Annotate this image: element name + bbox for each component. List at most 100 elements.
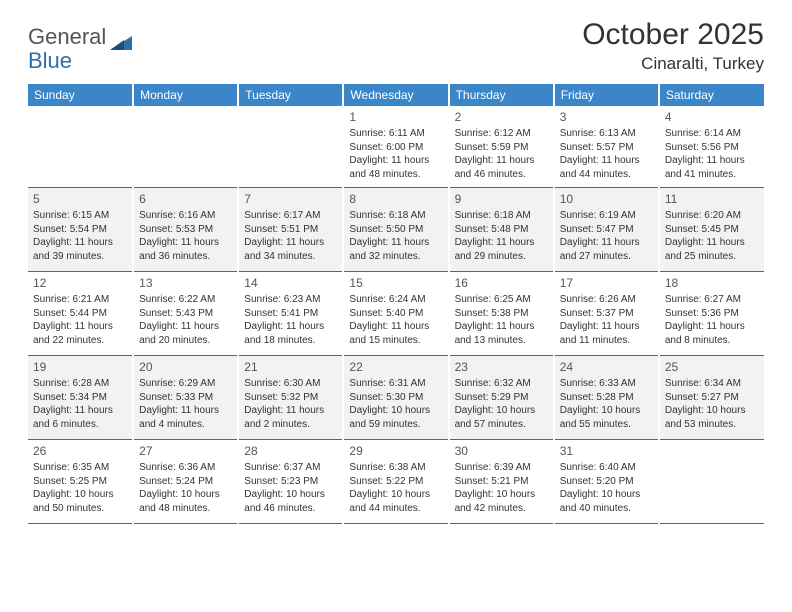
calendar-day-cell: 4Sunrise: 6:14 AMSunset: 5:56 PMDaylight… [659, 106, 764, 188]
sunrise-line: Sunrise: 6:18 AM [455, 209, 548, 223]
calendar-day-cell: 27Sunrise: 6:36 AMSunset: 5:24 PMDayligh… [133, 440, 238, 524]
sunrise-line: Sunrise: 6:31 AM [349, 377, 442, 391]
sunrise-line: Sunrise: 6:40 AM [560, 461, 653, 475]
page-title: October 2025 [582, 18, 764, 52]
calendar-day-cell: 24Sunrise: 6:33 AMSunset: 5:28 PMDayligh… [554, 356, 659, 440]
calendar-day-cell [659, 440, 764, 524]
calendar-day-cell [133, 106, 238, 188]
sunset-line: Sunset: 5:51 PM [244, 223, 337, 237]
day-number: 22 [349, 359, 442, 375]
day-number: 23 [455, 359, 548, 375]
sunset-line: Sunset: 6:00 PM [349, 141, 442, 155]
sunset-line: Sunset: 5:41 PM [244, 307, 337, 321]
sunrise-line: Sunrise: 6:18 AM [349, 209, 442, 223]
calendar-day-cell: 1 Sunrise: 6:11 AMSunset: 6:00 PMDaylight… [343, 106, 448, 188]
calendar-page: General October 2025 Cinaralti, Turkey B… [0, 0, 792, 612]
sunrise-line: Sunrise: 6:14 AM [665, 127, 759, 141]
daylight-line: Daylight: 11 hours and 32 minutes. [349, 236, 442, 263]
sunset-line: Sunset: 5:36 PM [665, 307, 759, 321]
sunrise-line: Sunrise: 6:35 AM [33, 461, 127, 475]
weekday-header: Sunday [28, 84, 133, 106]
day-number: 21 [244, 359, 337, 375]
weekday-header: Friday [554, 84, 659, 106]
calendar-day-cell: 30Sunrise: 6:39 AMSunset: 5:21 PMDayligh… [449, 440, 554, 524]
sunset-line: Sunset: 5:30 PM [349, 391, 442, 405]
sunrise-line: Sunrise: 6:39 AM [455, 461, 548, 475]
calendar-body: 1Sunrise: 6:11 AMSunset: 6:00 PMDaylight… [28, 106, 764, 524]
day-number: 26 [33, 443, 127, 459]
daylight-line: Daylight: 11 hours and 29 minutes. [455, 236, 548, 263]
brand-part1: General [28, 24, 106, 50]
title-block: October 2025 Cinaralti, Turkey [582, 18, 764, 74]
sunrise-line: Sunrise: 6:12 AM [455, 127, 548, 141]
daylight-line: Daylight: 11 hours and 41 minutes. [665, 154, 759, 181]
sunrise-line: Sunrise: 6:15 AM [33, 209, 127, 223]
calendar-day-cell: 8Sunrise: 6:18 AMSunset: 5:50 PMDaylight… [343, 188, 448, 272]
location-label: Cinaralti, Turkey [582, 54, 764, 74]
day-number: 19 [33, 359, 127, 375]
sunset-line: Sunset: 5:37 PM [560, 307, 653, 321]
calendar-day-cell: 20Sunrise: 6:29 AMSunset: 5:33 PMDayligh… [133, 356, 238, 440]
day-number: 29 [349, 443, 442, 459]
day-number: 1 [349, 109, 442, 125]
calendar-day-cell: 12Sunrise: 6:21 AMSunset: 5:44 PMDayligh… [28, 272, 133, 356]
day-number: 13 [139, 275, 232, 291]
daylight-line: Daylight: 10 hours and 57 minutes. [455, 404, 548, 431]
sunset-line: Sunset: 5:40 PM [349, 307, 442, 321]
sunrise-line: Sunrise: 6:30 AM [244, 377, 337, 391]
day-number: 27 [139, 443, 232, 459]
calendar-day-cell: 10Sunrise: 6:19 AMSunset: 5:47 PMDayligh… [554, 188, 659, 272]
calendar-day-cell: 16Sunrise: 6:25 AMSunset: 5:38 PMDayligh… [449, 272, 554, 356]
calendar-day-cell: 14Sunrise: 6:23 AMSunset: 5:41 PMDayligh… [238, 272, 343, 356]
calendar-day-cell: 28Sunrise: 6:37 AMSunset: 5:23 PMDayligh… [238, 440, 343, 524]
sunrise-line: Sunrise: 6:29 AM [139, 377, 232, 391]
daylight-line: Daylight: 10 hours and 40 minutes. [560, 488, 653, 515]
daylight-line: Daylight: 11 hours and 22 minutes. [33, 320, 127, 347]
calendar-day-cell: 5Sunrise: 6:15 AMSunset: 5:54 PMDaylight… [28, 188, 133, 272]
day-number: 12 [33, 275, 127, 291]
sunrise-line: Sunrise: 6:33 AM [560, 377, 653, 391]
day-number: 5 [33, 191, 127, 207]
daylight-line: Daylight: 11 hours and 20 minutes. [139, 320, 232, 347]
calendar-day-cell: 26 Sunrise: 6:35 AMSunset: 5:25 PMDayligh… [28, 440, 133, 524]
calendar-day-cell: 29Sunrise: 6:38 AMSunset: 5:22 PMDayligh… [343, 440, 448, 524]
daylight-line: Daylight: 11 hours and 36 minutes. [139, 236, 232, 263]
day-number: 9 [455, 191, 548, 207]
sunrise-line: Sunrise: 6:11 AM [349, 127, 442, 141]
calendar-day-cell: 6Sunrise: 6:16 AMSunset: 5:53 PMDaylight… [133, 188, 238, 272]
daylight-line: Daylight: 10 hours and 50 minutes. [33, 488, 127, 515]
day-number: 4 [665, 109, 759, 125]
weekday-header: Saturday [659, 84, 764, 106]
sunset-line: Sunset: 5:20 PM [560, 475, 653, 489]
day-number: 28 [244, 443, 337, 459]
sunrise-line: Sunrise: 6:20 AM [665, 209, 759, 223]
sunset-line: Sunset: 5:34 PM [33, 391, 127, 405]
sunrise-line: Sunrise: 6:13 AM [560, 127, 653, 141]
calendar-day-cell: 25Sunrise: 6:34 AMSunset: 5:27 PMDayligh… [659, 356, 764, 440]
sunset-line: Sunset: 5:22 PM [349, 475, 442, 489]
day-number: 16 [455, 275, 548, 291]
calendar-week-row: 19Sunrise: 6:28 AMSunset: 5:34 PMDayligh… [28, 356, 764, 440]
sunset-line: Sunset: 5:45 PM [665, 223, 759, 237]
sunset-line: Sunset: 5:59 PM [455, 141, 548, 155]
sunrise-line: Sunrise: 6:37 AM [244, 461, 337, 475]
daylight-line: Daylight: 11 hours and 48 minutes. [349, 154, 442, 181]
day-number: 3 [560, 109, 653, 125]
daylight-line: Daylight: 10 hours and 53 minutes. [665, 404, 759, 431]
calendar-day-cell [238, 106, 343, 188]
sunset-line: Sunset: 5:50 PM [349, 223, 442, 237]
calendar-day-cell: 3 Sunrise: 6:13 AMSunset: 5:57 PMDaylight… [554, 106, 659, 188]
calendar-header-row: SundayMondayTuesdayWednesdayThursdayFrid… [28, 84, 764, 106]
sunset-line: Sunset: 5:57 PM [560, 141, 653, 155]
daylight-line: Daylight: 11 hours and 13 minutes. [455, 320, 548, 347]
daylight-line: Daylight: 10 hours and 42 minutes. [455, 488, 548, 515]
sunrise-line: Sunrise: 6:27 AM [665, 293, 759, 307]
sunrise-line: Sunrise: 6:16 AM [139, 209, 232, 223]
sunset-line: Sunset: 5:25 PM [33, 475, 127, 489]
day-number: 6 [139, 191, 232, 207]
logo-triangle-icon [110, 30, 132, 44]
sunset-line: Sunset: 5:44 PM [33, 307, 127, 321]
sunset-line: Sunset: 5:48 PM [455, 223, 548, 237]
weekday-header: Monday [133, 84, 238, 106]
daylight-line: Daylight: 11 hours and 44 minutes. [560, 154, 653, 181]
